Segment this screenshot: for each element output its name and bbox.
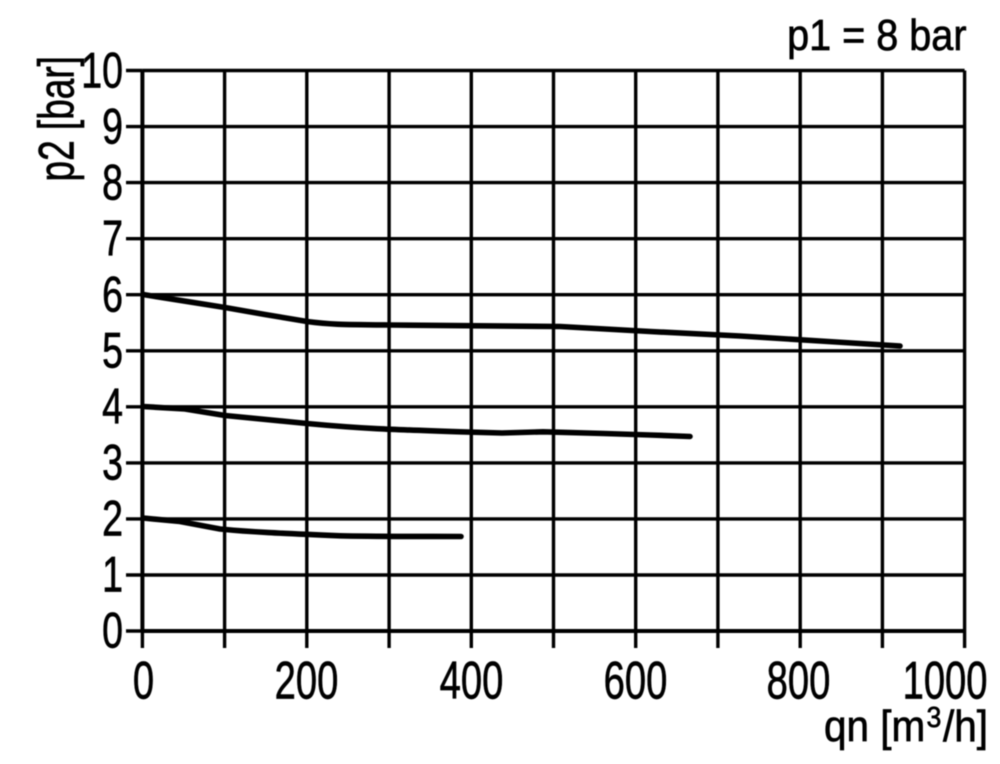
svg-text:1000: 1000 <box>903 650 988 710</box>
svg-text:3: 3 <box>102 435 123 490</box>
svg-text:800: 800 <box>767 650 831 710</box>
svg-text:600: 600 <box>604 650 668 710</box>
svg-text:/h]: /h] <box>943 701 988 750</box>
svg-text:4: 4 <box>102 379 123 434</box>
svg-text:0: 0 <box>133 650 154 710</box>
svg-text:9: 9 <box>102 99 123 154</box>
svg-text:200: 200 <box>275 650 339 710</box>
svg-text:2: 2 <box>102 491 123 546</box>
svg-text:qn [m: qn [m <box>824 701 925 750</box>
svg-text:6: 6 <box>102 267 123 322</box>
svg-text:8: 8 <box>102 155 123 210</box>
svg-text:7: 7 <box>102 211 123 266</box>
svg-text:3: 3 <box>927 701 942 733</box>
svg-text:p1 = 8 bar: p1 = 8 bar <box>787 10 966 59</box>
svg-text:p2 [bar]: p2 [bar] <box>29 56 85 181</box>
svg-text:5: 5 <box>102 323 123 378</box>
svg-text:1: 1 <box>102 547 123 602</box>
svg-text:10: 10 <box>81 43 123 98</box>
svg-text:0: 0 <box>102 603 123 658</box>
svg-text:400: 400 <box>440 650 504 710</box>
